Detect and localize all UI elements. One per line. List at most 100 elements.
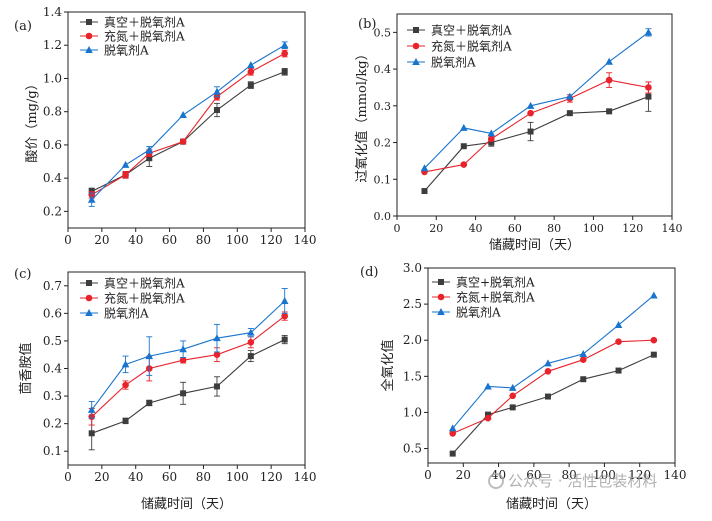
x-tick-label: 80: [196, 233, 211, 247]
y-tick-label: 0.5: [43, 334, 62, 348]
y-tick-label: 0.2: [43, 204, 62, 218]
data-point-2: [544, 367, 552, 375]
data-point-1: [88, 430, 95, 437]
data-point-2: [527, 109, 534, 117]
x-tick-label: 40: [469, 222, 483, 235]
data-point-3: [487, 129, 496, 137]
data-point-3: [508, 383, 517, 391]
legend-marker: [437, 308, 445, 315]
data-point-2: [487, 135, 495, 143]
data-point-3: [145, 352, 154, 360]
x-tick-label: 140: [664, 468, 687, 482]
x-tick-label: 100: [583, 222, 604, 235]
data-point-2: [179, 356, 187, 364]
x-tick-label: 0: [394, 222, 401, 235]
y-tick-label: 0.3: [374, 100, 392, 113]
y-axis-title: 茴香胺值: [18, 342, 34, 394]
y-tick-label: 0.3: [43, 389, 62, 403]
plot-frame: [427, 267, 676, 464]
data-point-2: [281, 312, 288, 320]
y-tick-label: 1.0: [403, 405, 422, 419]
data-point-3: [280, 296, 289, 304]
series-line-1: [91, 71, 285, 192]
y-axis-title: 过氧化值（mmol/kg）: [354, 47, 370, 182]
y-tick-label: 1.5: [403, 369, 422, 383]
y-tick-label: 2.5: [403, 297, 422, 311]
data-point-3: [247, 61, 255, 69]
legend-marker: [437, 293, 445, 301]
panel-label: (d): [360, 265, 378, 280]
y-tick-label: 3.0: [403, 261, 422, 275]
legend-marker: [412, 58, 420, 65]
legend-label: 脱氧剂A: [104, 43, 149, 58]
legend-label: 脱氧剂A: [431, 55, 476, 70]
x-tick-label: 100: [593, 468, 616, 482]
data-point-3: [121, 160, 130, 168]
x-axis-title: 储藏时间（天）: [489, 238, 580, 253]
watermark-text: 公众号 · 活性包装材料: [508, 472, 658, 490]
data-point-1: [281, 68, 288, 75]
data-point-1: [566, 110, 573, 117]
legend-marker: [86, 19, 92, 25]
data-point-2: [645, 84, 652, 91]
y-axis-title: 全氧化值: [380, 339, 396, 391]
x-tick-label: 100: [226, 233, 249, 247]
data-point-1: [488, 139, 495, 146]
plot-frame: [67, 11, 306, 229]
data-point-3: [145, 145, 154, 153]
x-tick-label: 40: [128, 470, 143, 484]
data-point-2: [449, 430, 457, 437]
data-point-3: [247, 328, 255, 336]
y-tick-label: 0.6: [43, 138, 62, 152]
data-point-1: [509, 404, 516, 411]
chart-panel-3: 0 20 40 60 80 100 120 140 0.1 0.2 0.3 0.4 0.5 0.6 0.7 (…: [14, 267, 316, 512]
x-tick-label: 20: [456, 468, 471, 482]
data-point-2: [460, 161, 468, 168]
chart-panel-1: 0 20 40 60 80 100 120 140 0.2 0.4 0.6 0.8 1.0 1.2 1.4 (…: [14, 5, 316, 247]
data-point-1: [606, 108, 613, 115]
y-tick-label: 0.8: [43, 105, 62, 119]
data-point-3: [544, 359, 552, 367]
x-tick-label: 120: [260, 470, 283, 484]
x-tick-label: 40: [128, 233, 143, 247]
x-tick-label: 120: [260, 233, 283, 247]
data-point-2: [213, 351, 221, 359]
x-tick-label: 20: [94, 470, 109, 484]
x-tick-label: 60: [526, 468, 541, 482]
x-tick-label: 80: [547, 222, 561, 235]
series-line-2: [424, 79, 649, 173]
data-point-3: [213, 334, 221, 342]
chart-panel-4: 0 20 40 60 80 100 120 1400.51.01.52.02.53.0(d)全…: [360, 261, 686, 512]
legend-marker: [85, 294, 93, 302]
data-point-1: [580, 376, 587, 383]
data-point-2: [484, 414, 492, 422]
x-tick-label: 20: [94, 233, 109, 247]
y-tick-label: 0.4: [374, 63, 392, 76]
x-tick-label: 60: [508, 222, 522, 235]
data-point-3: [213, 87, 221, 95]
data-point-2: [247, 339, 255, 346]
legend-marker: [413, 27, 419, 33]
x-tick-label: 20: [429, 222, 443, 235]
data-point-3: [179, 111, 187, 119]
legend-marker: [412, 42, 420, 50]
legend-label: 充氮＋脱氧剂A: [104, 29, 185, 44]
x-tick-label: 0: [64, 470, 72, 484]
legend-label: 真空＋脱氧剂A: [104, 15, 185, 30]
x-tick-label: 140: [662, 222, 683, 235]
y-tick-label: 0.0: [374, 210, 392, 223]
y-tick-label: 0.1: [43, 444, 62, 458]
data-point-1: [544, 393, 551, 400]
data-point-1: [449, 450, 456, 457]
data-point-2: [179, 138, 187, 145]
series-line-1: [91, 339, 285, 434]
y-tick-label: 1.0: [43, 71, 62, 85]
data-point-2: [247, 68, 255, 76]
y-tick-label: 0.5: [374, 26, 392, 39]
y-tick-label: 1.4: [43, 5, 62, 19]
y-tick-label: 0.1: [374, 173, 392, 186]
y-tick-label: 0.6: [43, 306, 62, 320]
y-tick-label: 0.2: [374, 137, 392, 150]
y-tick-label: 0.4: [43, 171, 62, 185]
x-tick-label: 0: [424, 468, 432, 482]
